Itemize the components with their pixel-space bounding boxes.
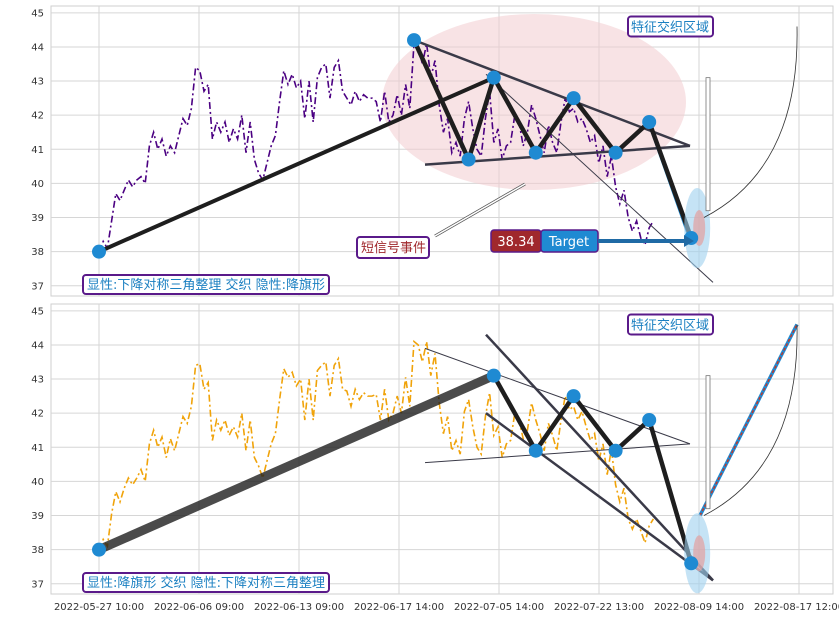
base-trendline: [98, 75, 495, 254]
forecast-arc: [703, 26, 798, 218]
x-tick-label: 2022-06-17 14:00: [354, 602, 444, 613]
flag-lower-line: [485, 412, 714, 582]
panel-top: [50, 5, 834, 297]
y-tick-label: 41: [31, 443, 44, 454]
triangle-lower-line: [424, 443, 691, 464]
x-tick-label: 2022-08-17 12:00: [754, 602, 839, 613]
pattern-label: 显性:下降对称三角整理 交织 隐性:降旗形: [87, 277, 325, 293]
flag-upper-line: [485, 333, 714, 582]
y-tick-label: 39: [31, 511, 44, 522]
feature-zone-box: [627, 15, 714, 38]
base-trendline: [97, 371, 496, 554]
pattern-point: [684, 556, 699, 571]
feature-zone-box: [627, 313, 714, 336]
pattern-point: [486, 368, 501, 383]
x-tick-label: 2022-05-27 10:00: [54, 602, 144, 613]
y-tick-label: 42: [31, 111, 44, 122]
pattern-point: [407, 33, 421, 48]
pattern-zigzag: [411, 39, 694, 239]
y-tick-label: 40: [31, 179, 44, 190]
pattern-point: [92, 542, 106, 557]
pattern-point: [486, 70, 501, 85]
pattern-point: [528, 145, 543, 160]
y-tick-label: 45: [31, 8, 44, 19]
pattern-label: 显性:降旗形 交织 隐性:下降对称三角整理: [87, 575, 325, 591]
signal-arrow: [434, 183, 526, 237]
feature-zone-label: 特征交织区域: [631, 19, 709, 35]
forecast-arc: [703, 324, 798, 516]
target-value: 38.34: [497, 235, 534, 250]
pattern-point: [642, 413, 657, 427]
short-signal-box: [356, 236, 430, 259]
x-tick-label: 2022-06-06 09:00: [154, 602, 244, 613]
pattern-point: [642, 115, 657, 129]
y-tick-label: 44: [31, 340, 44, 351]
y-tick-label: 41: [31, 145, 44, 156]
short-signal-label: 短信号事件: [361, 241, 426, 256]
triangle-upper-line: [424, 347, 691, 445]
pattern-label-box: [82, 274, 330, 295]
pattern-label-box: [82, 572, 330, 593]
pattern-zigzag: [491, 374, 694, 564]
channel-line: [485, 73, 714, 283]
pattern-point: [566, 91, 581, 106]
pattern-point: [528, 443, 543, 458]
y-tick-label: 37: [31, 579, 44, 590]
y-tick-label: 43: [31, 77, 44, 88]
zone-pointer: [705, 77, 711, 212]
pattern-point: [461, 152, 476, 167]
y-tick-label: 43: [31, 375, 44, 386]
y-tick-label: 37: [31, 281, 44, 292]
zone-pointer: [705, 375, 711, 510]
pattern-point: [92, 244, 106, 259]
x-tick-label: 2022-08-09 14:00: [654, 602, 744, 613]
y-tick-label: 40: [31, 477, 44, 488]
target-arrowhead: [684, 235, 694, 247]
y-tick-label: 38: [31, 545, 44, 556]
y-tick-label: 39: [31, 213, 44, 224]
y-tick-label: 44: [31, 42, 44, 53]
pattern-point: [566, 389, 581, 404]
y-tick-label: 38: [31, 247, 44, 258]
x-tick-label: 2022-07-05 14:00: [454, 602, 544, 613]
y-tick-label: 45: [31, 306, 44, 317]
x-tick-label: 2022-07-22 13:00: [554, 602, 644, 613]
pattern-point: [608, 443, 623, 458]
x-tick-label: 2022-06-13 09:00: [254, 602, 344, 613]
target-label: Target: [548, 235, 589, 250]
projection-dash-line: [699, 324, 798, 516]
panel-bottom: [50, 303, 834, 595]
pattern-point: [608, 145, 623, 160]
price-line: [98, 41, 655, 252]
feature-zone-label: 特征交织区域: [631, 317, 709, 333]
y-tick-label: 42: [31, 409, 44, 420]
